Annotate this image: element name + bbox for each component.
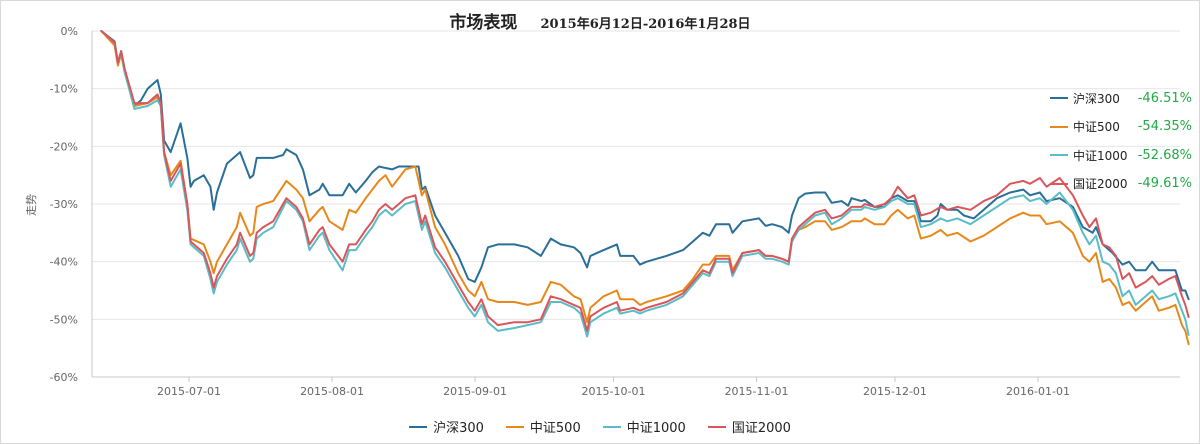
legend-label: 中证1000 [626,421,686,436]
legend-swatch [1050,125,1068,128]
legend-swatch [707,425,726,428]
final-change-item: 沪深300 -46.51% [1050,84,1196,113]
series-lines [100,30,1190,346]
x-tick-label: 2015-09-01 [443,385,507,398]
series-line-1 [100,30,1190,301]
x-tick-label: 2015-11-01 [725,385,789,398]
y-tick-label: -10% [50,83,78,96]
series-line-4 [100,30,1190,332]
legend-label: 沪深300 [433,421,484,436]
legend-swatch [409,425,428,428]
legend-item[interactable]: 国证2000 [707,417,791,436]
legend-swatch [1050,182,1068,185]
series-line-2 [100,30,1190,346]
y-tick-label: -60% [50,371,78,384]
final-change-item: 中证500 -54.35% [1050,113,1196,142]
y-tick-label: -40% [50,256,78,269]
final-change-value: -46.51% [1137,90,1192,106]
series-name: 国证2000 [1073,177,1128,192]
x-tick-label: 2015-08-01 [300,385,364,398]
chart-subtitle: 2015年6月12日-2016年1月28日 [540,17,751,32]
legend-swatch [1050,97,1068,100]
final-change-value: -49.61% [1137,176,1192,192]
x-tick-label: 2015-07-01 [157,385,221,398]
y-tick-label: -30% [50,198,78,211]
legend-label: 国证2000 [731,421,791,436]
final-change-legend: 沪深300 -46.51% 中证500 -54.35% 中证1000 -52.68% 国证2… [1050,84,1196,198]
series-name: 中证500 [1073,120,1120,135]
legend-label: 中证500 [529,421,581,436]
legend-item[interactable]: 中证500 [505,417,581,436]
chart-header: 市场表现 2015年6月12日-2016年1月28日 [0,8,1200,33]
legend-item[interactable]: 中证1000 [602,417,686,436]
legend-swatch [602,425,621,428]
series-line-3 [100,30,1190,338]
final-change-value: -54.35% [1137,119,1192,135]
final-change-item: 中证1000 -52.68% [1050,141,1196,170]
final-change-item: 国证2000 -49.61% [1050,170,1196,199]
y-tick-label: 0% [61,25,78,38]
legend-item[interactable]: 沪深300 [409,417,484,436]
y-axis-label: 走势 [25,194,38,216]
series-name: 中证1000 [1073,148,1128,163]
final-change-value: -52.68% [1137,147,1192,163]
axes: 0% -10% -20% -30% -40% -50% -60% 2015-07-01 2015… [50,25,1180,398]
legend-swatch [505,425,524,428]
y-tick-label: -20% [50,140,78,153]
legend-swatch [1050,154,1068,157]
x-tick-label: 2015-12-01 [863,385,927,398]
grid-lines [92,30,1180,320]
chart-title: 市场表现 [449,13,518,33]
x-tick-label: 2015-10-01 [582,385,646,398]
series-legend: 沪深300 中证500 中证1000 国证2000 [0,417,1200,436]
x-tick-label: 2016-01-01 [1006,385,1070,398]
y-tick-label: -50% [50,313,78,326]
series-name: 沪深300 [1073,91,1120,106]
